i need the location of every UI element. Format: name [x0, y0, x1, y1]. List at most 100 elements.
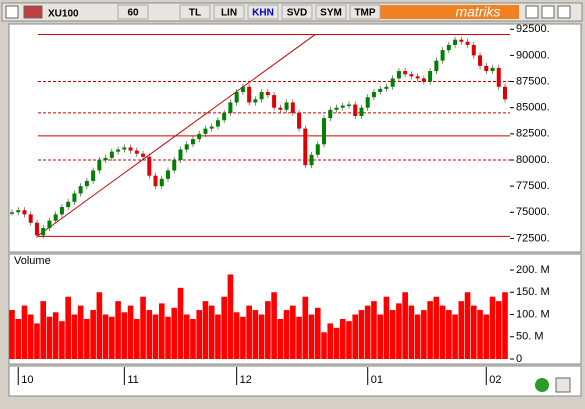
volume-bar	[464, 292, 471, 359]
volume-bar	[15, 318, 22, 359]
volume-bar	[77, 305, 84, 359]
y-tick-label: 82500.	[516, 128, 550, 140]
toolbar-button-label[interactable]: TMP	[354, 8, 375, 19]
volume-bar	[290, 305, 296, 359]
candle	[116, 149, 121, 152]
toolbar-button[interactable]	[349, 4, 381, 20]
minimize[interactable]	[525, 5, 539, 19]
candle	[72, 193, 77, 202]
volume-bar	[109, 316, 115, 359]
candle	[128, 147, 133, 151]
candle	[166, 170, 171, 179]
volume-bar	[165, 316, 171, 359]
candle	[390, 78, 395, 87]
volume-bar	[140, 296, 146, 359]
candle	[303, 128, 308, 166]
volume-bar	[308, 314, 315, 359]
candle	[215, 120, 220, 127]
toolbar-button[interactable]	[247, 4, 279, 20]
y-tick-label: 90000.	[516, 49, 550, 61]
x-axis-panel	[8, 365, 582, 397]
candle	[259, 91, 264, 100]
volume-bar	[177, 287, 184, 359]
volume-bar	[402, 292, 408, 359]
symbol[interactable]: XU100	[48, 9, 79, 20]
toolbar-button[interactable]	[281, 4, 313, 20]
volume-bar	[102, 314, 109, 359]
toolbar-button-label[interactable]: SVD	[287, 8, 308, 19]
candle	[453, 39, 458, 45]
volume-bar	[90, 310, 96, 359]
candle	[47, 220, 52, 228]
y-tick-label: 50. M	[516, 331, 544, 343]
candle	[184, 144, 189, 150]
x-tick-label: 01	[371, 374, 383, 386]
candle	[272, 95, 277, 108]
toolbar-button[interactable]	[315, 4, 347, 20]
volume-bar	[71, 314, 78, 359]
volume-title: Volume	[14, 255, 51, 267]
close[interactable]	[557, 5, 571, 19]
maximize[interactable]	[541, 5, 555, 19]
toolbar-button[interactable]	[179, 4, 211, 20]
volume-bar	[84, 318, 90, 359]
candle	[353, 104, 358, 117]
volume-bar	[452, 314, 458, 359]
candle	[53, 214, 58, 221]
candle	[78, 186, 83, 194]
volume-bar	[408, 305, 415, 359]
flag-icon[interactable]	[23, 5, 43, 19]
candle	[41, 227, 46, 236]
candle	[346, 104, 351, 107]
refresh-icon[interactable]	[535, 378, 549, 392]
candle	[84, 180, 89, 187]
volume-bar	[240, 316, 246, 359]
volume-bar	[321, 332, 327, 359]
menu-icon[interactable]	[5, 5, 19, 19]
toolbar-button[interactable]	[117, 4, 149, 20]
volume-bar	[446, 310, 452, 359]
y-tick-label: 0	[516, 353, 522, 365]
volume-bar	[358, 310, 365, 359]
toolbar-button-label[interactable]: LIN	[221, 8, 237, 19]
volume-bar	[427, 301, 433, 359]
y-tick-label: 92500.	[516, 23, 550, 35]
candle	[284, 102, 289, 110]
candle	[228, 102, 233, 113]
candle	[265, 91, 270, 96]
y-tick-label: 72500.	[516, 232, 550, 244]
candle	[103, 157, 108, 160]
candle	[403, 71, 408, 75]
volume-bar	[215, 314, 221, 359]
volume-bar	[208, 305, 215, 359]
toolbar-button-label[interactable]: 60	[127, 8, 139, 19]
y-tick-label: 100. M	[516, 308, 550, 320]
candle	[496, 67, 501, 87]
candle	[122, 147, 127, 150]
volume-bar	[396, 303, 402, 359]
volume-bar	[46, 316, 53, 359]
candle	[428, 71, 433, 82]
volume-bar	[302, 296, 309, 359]
toolbar-button[interactable]	[213, 4, 245, 20]
volume-bar	[152, 314, 159, 359]
toolbar-button-label[interactable]: KHN	[252, 8, 274, 19]
y-tick-label: 85000.	[516, 102, 550, 114]
volume-bar	[121, 312, 128, 359]
candle	[484, 65, 489, 72]
candle	[459, 39, 464, 42]
y-tick-label: 75000.	[516, 206, 550, 218]
volume-bar	[377, 314, 383, 359]
candle	[134, 150, 139, 154]
candle	[16, 210, 21, 213]
volume-bar	[296, 316, 302, 359]
toolbar-button-label[interactable]: SYM	[320, 8, 342, 19]
volume-bar	[433, 296, 440, 359]
toolbar-button-label[interactable]: TL	[189, 8, 201, 19]
candle	[478, 55, 483, 66]
volume-bar	[65, 296, 71, 359]
candle	[109, 151, 114, 158]
volume-bar	[34, 323, 40, 359]
scroll-button[interactable]	[555, 377, 571, 393]
